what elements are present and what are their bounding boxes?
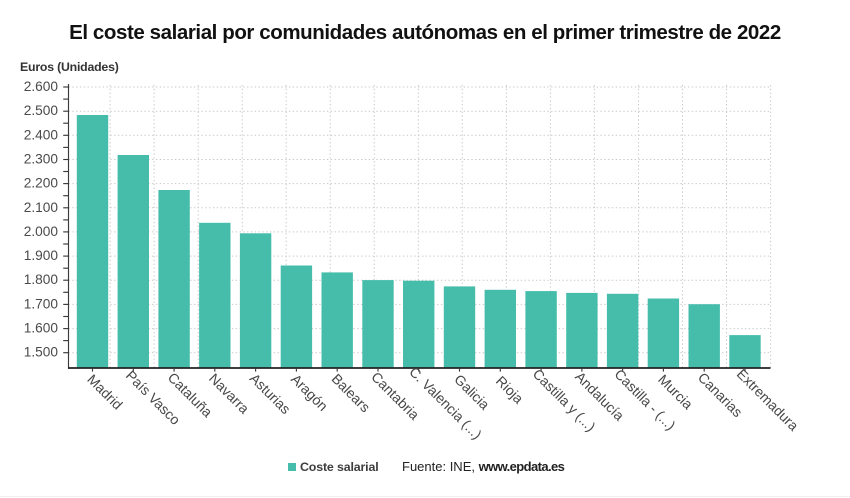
svg-text:Aragón: Aragón bbox=[288, 371, 331, 414]
svg-text:2.100: 2.100 bbox=[24, 200, 59, 215]
svg-text:1.800: 1.800 bbox=[24, 272, 59, 287]
svg-text:2.600: 2.600 bbox=[24, 79, 59, 94]
svg-text:2.000: 2.000 bbox=[24, 224, 59, 239]
svg-text:Madrid: Madrid bbox=[84, 371, 126, 413]
svg-text:2.400: 2.400 bbox=[24, 127, 59, 142]
svg-text:Rioja: Rioja bbox=[493, 373, 527, 407]
svg-text:1.600: 1.600 bbox=[24, 321, 59, 336]
svg-text:Extremadura: Extremadura bbox=[734, 366, 802, 434]
svg-text:2.300: 2.300 bbox=[24, 152, 59, 167]
svg-text:Asturias: Asturias bbox=[247, 370, 294, 417]
svg-text:1.500: 1.500 bbox=[24, 345, 59, 360]
svg-text:1.700: 1.700 bbox=[24, 296, 59, 311]
svg-text:2.200: 2.200 bbox=[24, 176, 59, 191]
svg-text:Balears: Balears bbox=[329, 370, 374, 415]
svg-text:2.500: 2.500 bbox=[24, 103, 59, 118]
svg-text:1.900: 1.900 bbox=[24, 248, 59, 263]
